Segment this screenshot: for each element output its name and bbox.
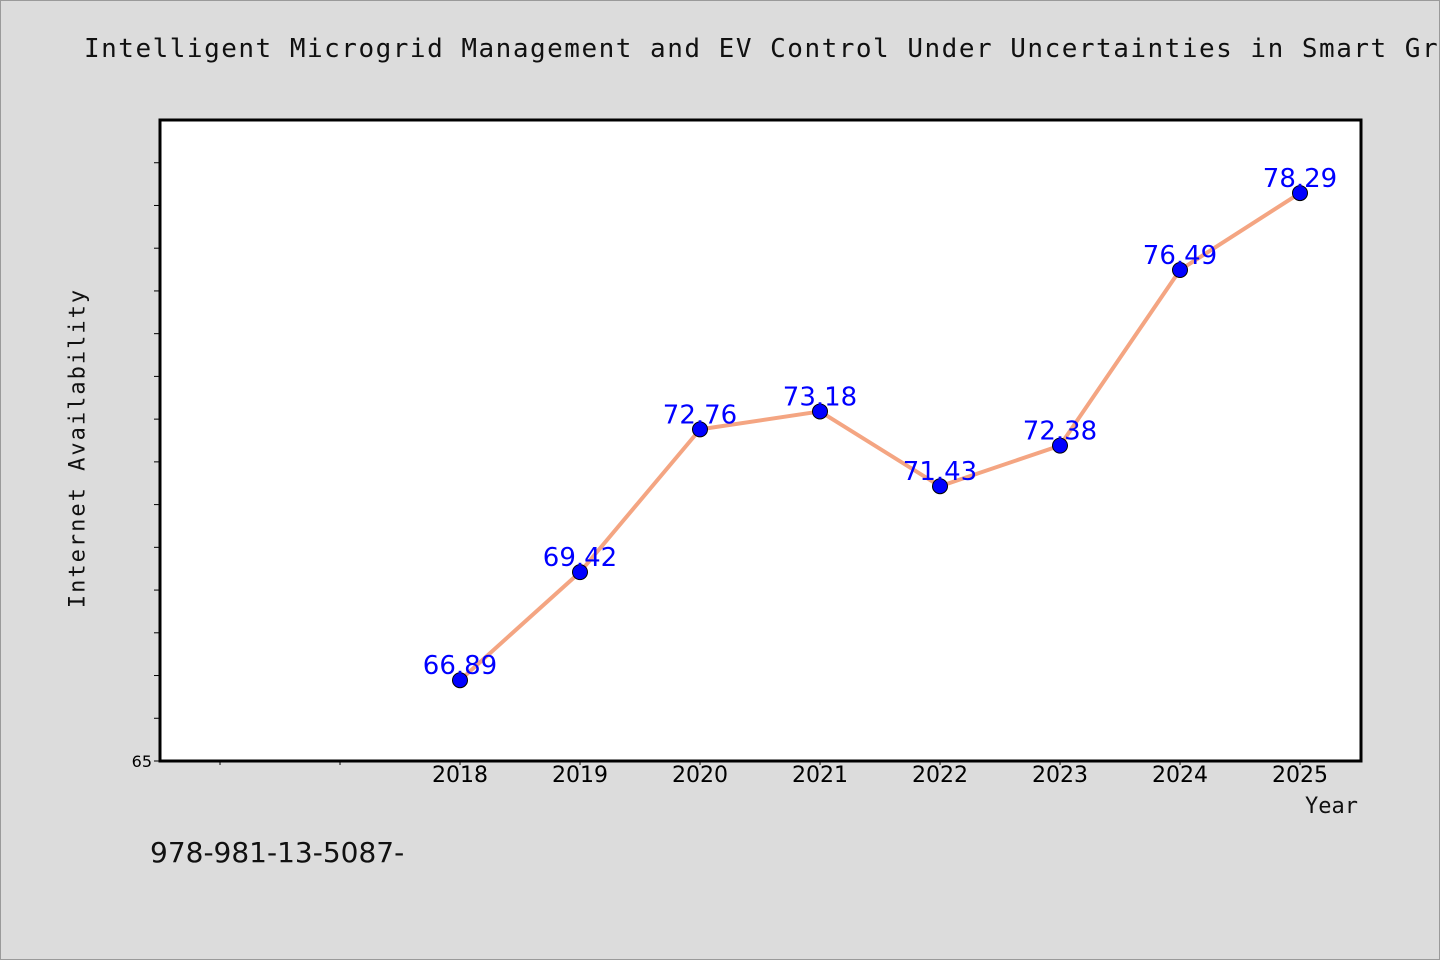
y-axis-label: Internet Availability — [65, 287, 91, 609]
x-tick-label: 2023 — [1032, 763, 1088, 788]
data-label: 73.18 — [783, 382, 857, 412]
x-tick-label: 2020 — [672, 763, 728, 788]
data-label: 69.42 — [543, 543, 617, 573]
data-point — [572, 564, 588, 581]
x-tick-label: 2018 — [432, 763, 488, 788]
plot-area — [158, 118, 1363, 763]
data-label: 71.43 — [903, 457, 977, 487]
data-label: 72.76 — [663, 400, 737, 430]
data-label: 66.89 — [423, 651, 497, 681]
data-label: 72.38 — [1023, 417, 1097, 447]
x-tick-label: 2024 — [1152, 763, 1208, 788]
x-tick-label: 2019 — [552, 763, 608, 788]
x-tick-label: 2025 — [1272, 763, 1328, 788]
x-tick-label: 2022 — [912, 763, 968, 788]
y-tick-label: 65 — [132, 752, 152, 771]
data-point — [1292, 185, 1308, 202]
data-point — [692, 421, 708, 438]
data-label: 78.29 — [1263, 164, 1337, 194]
data-point — [812, 403, 828, 420]
data-point — [1172, 261, 1188, 278]
x-tick-label: 2021 — [792, 763, 848, 788]
x-axis-label: Year — [1305, 794, 1358, 819]
series-line — [458, 191, 1302, 682]
chart-title: Intelligent Microgrid Management and EV … — [84, 34, 1440, 64]
footer-note: 978-981-13-5087- — [150, 836, 405, 869]
data-point — [1052, 437, 1068, 454]
data-label: 76.49 — [1143, 241, 1217, 271]
data-point — [932, 478, 948, 495]
data-point — [452, 672, 468, 689]
